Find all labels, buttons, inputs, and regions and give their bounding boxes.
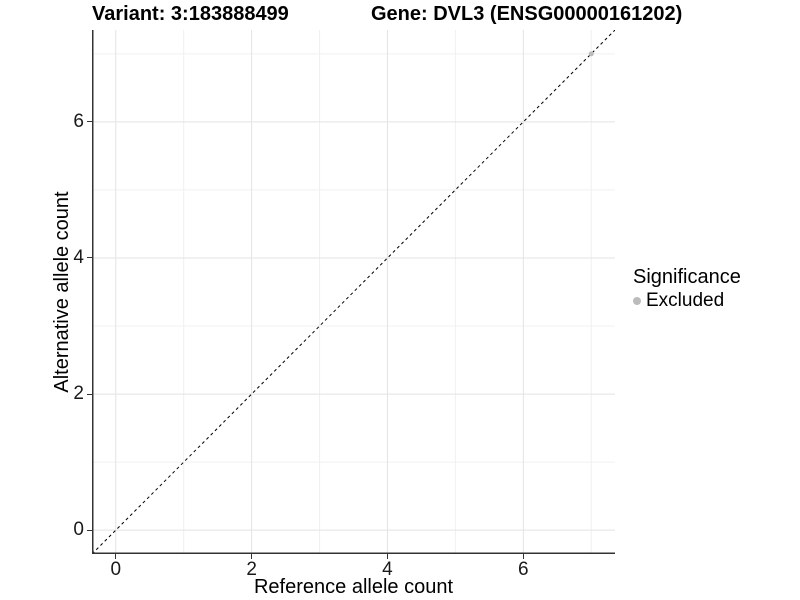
plot-canvas bbox=[92, 30, 615, 554]
x-tick-label: 2 bbox=[246, 559, 257, 580]
data-point-excluded bbox=[588, 51, 594, 57]
plot-title-variant: Variant: 3:183888499 bbox=[92, 3, 289, 25]
y-tick-mark bbox=[87, 121, 92, 123]
x-tick-mark bbox=[386, 554, 388, 559]
y-tick-label: 6 bbox=[73, 110, 84, 132]
x-tick-label: 0 bbox=[110, 559, 122, 580]
y-axis-title: Alternative allele count bbox=[51, 191, 73, 393]
y-tick-label: 0 bbox=[73, 519, 84, 541]
x-axis-title: Reference allele count bbox=[253, 576, 453, 598]
legend: Significance Excluded bbox=[633, 265, 741, 312]
legend-key-dot-icon bbox=[633, 297, 641, 305]
x-tick-mark bbox=[251, 554, 253, 559]
plot-title-gene: Gene: DVL3 (ENSG00000161202) bbox=[371, 3, 683, 25]
plot-panel bbox=[92, 30, 615, 554]
y-tick-mark bbox=[87, 257, 92, 259]
legend-item: Excluded bbox=[633, 290, 741, 312]
x-tick-label: 6 bbox=[518, 559, 529, 580]
legend-items: Excluded bbox=[633, 290, 741, 312]
legend-item-label: Excluded bbox=[646, 290, 725, 311]
legend-title: Significance bbox=[633, 266, 741, 288]
y-tick-label: 2 bbox=[73, 383, 84, 405]
identity-reference-line bbox=[92, 30, 615, 554]
y-tick-mark bbox=[87, 529, 92, 531]
x-tick-label: 4 bbox=[382, 559, 393, 580]
x-tick-mark bbox=[115, 554, 117, 559]
y-tick-mark bbox=[87, 393, 92, 395]
x-tick-mark bbox=[522, 554, 524, 559]
y-tick-label: 4 bbox=[73, 246, 84, 268]
